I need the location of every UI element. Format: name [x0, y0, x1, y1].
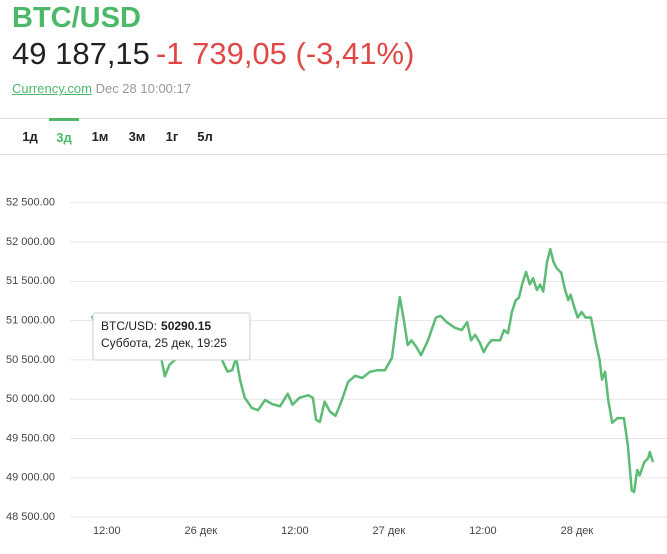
tab[interactable]: 1д [22, 129, 38, 144]
tooltip-label: BTC/USD: [101, 319, 157, 333]
x-tick-label: 27 дек [373, 525, 406, 537]
tooltip: BTC/USD: 50290.15 Суббота, 25 дек, 19:25 [92, 312, 251, 361]
y-tick-label: 50 500.00 [6, 354, 55, 366]
tooltip-time: Суббота, 25 дек, 19:25 [101, 336, 227, 350]
y-tick-label: 49 500.00 [6, 432, 55, 444]
y-tick-label: 50 000.00 [6, 393, 55, 405]
price: 49 187,15 [12, 36, 150, 71]
y-tick-label: 49 000.00 [6, 472, 55, 484]
y-tick-label: 52 000.00 [6, 236, 55, 248]
y-tick-label: 51 500.00 [6, 275, 55, 287]
tab[interactable]: 1м [91, 129, 109, 144]
y-tick-label: 48 500.00 [6, 511, 55, 523]
tooltip-box [92, 312, 251, 361]
tabs: 1д 3д 1м 3м 1г 5л [0, 118, 667, 155]
tab[interactable]: 3м [128, 129, 146, 144]
tab[interactable]: 5л [197, 129, 213, 144]
tooltip-line: BTC/USD: 50290.15 [101, 319, 211, 333]
tab[interactable]: 1г [165, 129, 179, 144]
source-link[interactable]: Currency.com [12, 81, 92, 96]
tab[interactable]: 3д [49, 118, 79, 156]
y-tick-label: 52 500.00 [6, 197, 55, 209]
x-tick-label: 28 дек [561, 525, 594, 537]
x-tick-label: 26 дек [185, 525, 218, 537]
change: -1 739,05 (-3,41%) [155, 36, 415, 71]
y-tick-label: 51 000.00 [6, 315, 55, 327]
x-tick-label: 12:00 [469, 525, 497, 537]
x-tick-label: 12:00 [93, 525, 121, 537]
tooltip-value: 50290.15 [161, 319, 211, 333]
symbol: BTC/USD [12, 2, 141, 34]
price-row: 49 187,15 -1 739,05 (-3,41%) [12, 36, 414, 72]
price-line [90, 247, 655, 494]
source-row: Currency.com Dec 28 10:00:17 [12, 81, 191, 96]
x-tick-label: 12:00 [281, 525, 309, 537]
timestamp: Dec 28 10:00:17 [95, 81, 191, 96]
